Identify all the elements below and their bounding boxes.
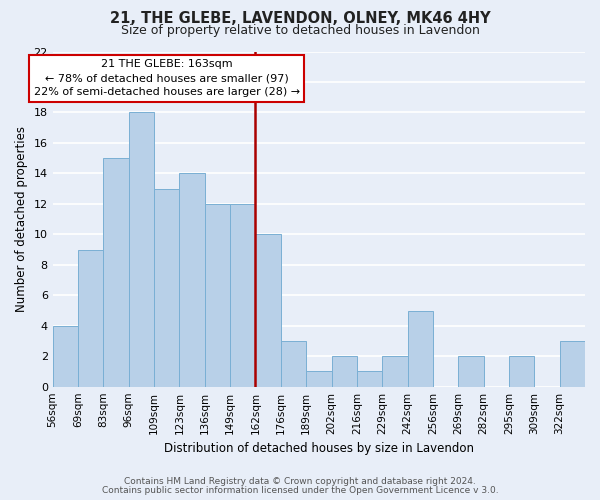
- X-axis label: Distribution of detached houses by size in Lavendon: Distribution of detached houses by size …: [164, 442, 474, 455]
- Y-axis label: Number of detached properties: Number of detached properties: [15, 126, 28, 312]
- Bar: [281, 341, 306, 386]
- Bar: [357, 372, 382, 386]
- Text: Size of property relative to detached houses in Lavendon: Size of property relative to detached ho…: [121, 24, 479, 37]
- Bar: [332, 356, 357, 386]
- Bar: [103, 158, 129, 386]
- Bar: [53, 326, 78, 386]
- Bar: [129, 112, 154, 386]
- Text: 21 THE GLEBE: 163sqm
← 78% of detached houses are smaller (97)
22% of semi-detac: 21 THE GLEBE: 163sqm ← 78% of detached h…: [34, 59, 300, 97]
- Bar: [407, 310, 433, 386]
- Bar: [560, 341, 585, 386]
- Bar: [179, 174, 205, 386]
- Text: 21, THE GLEBE, LAVENDON, OLNEY, MK46 4HY: 21, THE GLEBE, LAVENDON, OLNEY, MK46 4HY: [110, 11, 490, 26]
- Text: Contains HM Land Registry data © Crown copyright and database right 2024.: Contains HM Land Registry data © Crown c…: [124, 477, 476, 486]
- Bar: [509, 356, 535, 386]
- Bar: [382, 356, 407, 386]
- Bar: [230, 204, 256, 386]
- Bar: [205, 204, 230, 386]
- Bar: [256, 234, 281, 386]
- Bar: [154, 188, 179, 386]
- Text: Contains public sector information licensed under the Open Government Licence v : Contains public sector information licen…: [101, 486, 499, 495]
- Bar: [306, 372, 332, 386]
- Bar: [458, 356, 484, 386]
- Bar: [78, 250, 103, 386]
